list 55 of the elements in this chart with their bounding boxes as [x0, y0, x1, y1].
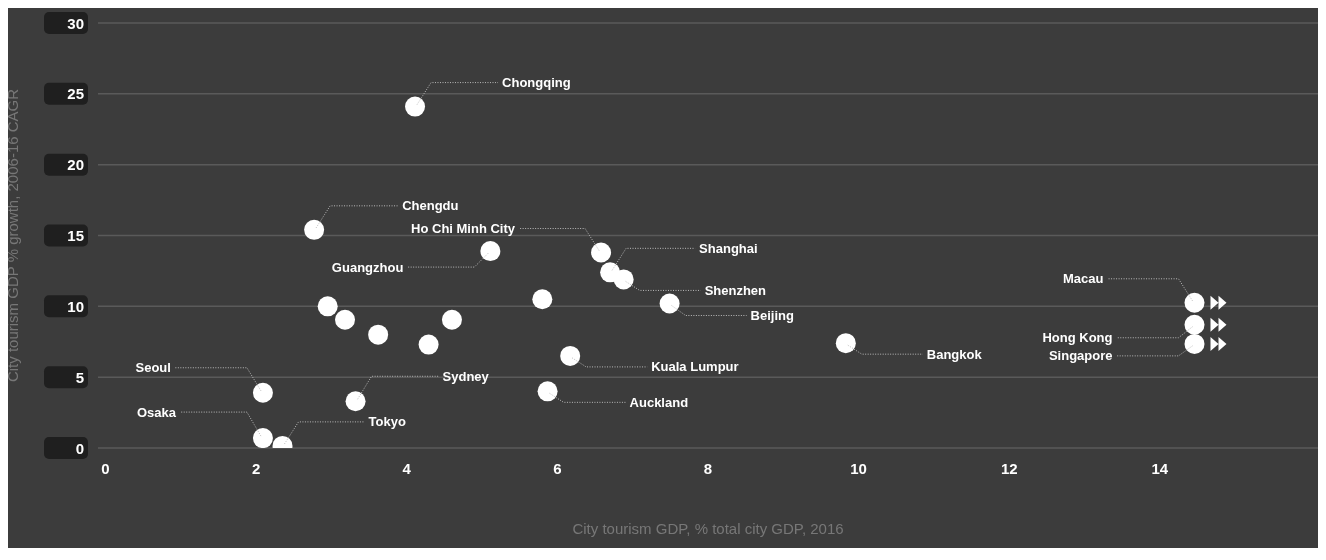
x-tick-label: 0	[101, 460, 110, 477]
annotation: Ho Chi Minh City	[411, 221, 516, 236]
y-tick-label: 0	[75, 439, 84, 457]
annotation: Macau	[1063, 271, 1104, 287]
point	[1184, 314, 1205, 335]
point	[368, 324, 389, 345]
annotation: Seoul	[135, 360, 171, 376]
annotation: Guangzhou	[331, 259, 404, 275]
x-tick-label: 12	[1000, 460, 1018, 477]
annotation: Singapore	[1048, 348, 1113, 364]
annotation: Sydney	[442, 368, 490, 384]
x-tick-label: 4	[402, 460, 412, 477]
x-axis-title: City tourism GDP, % total city GDP, 2016	[572, 520, 844, 537]
point	[252, 382, 273, 403]
annotation: Hong Kong	[1042, 330, 1113, 346]
annotation: Chengdu	[402, 198, 459, 214]
point	[418, 334, 439, 355]
y-tick-label: 20	[67, 156, 84, 174]
annotation: Kuala Lumpur	[651, 359, 739, 375]
annotation: Shanghai	[699, 240, 758, 256]
y-tick-label: 10	[67, 297, 84, 315]
point	[1184, 333, 1205, 354]
annotation: Chongqing	[502, 75, 571, 91]
point	[345, 391, 366, 412]
point	[317, 296, 338, 317]
point	[537, 381, 558, 402]
annotation: Tokyo	[368, 414, 406, 430]
point	[335, 309, 356, 330]
point	[532, 289, 553, 310]
point	[405, 96, 426, 117]
y-tick-label: 15	[67, 227, 84, 244]
annotation: Osaka	[136, 404, 177, 420]
point	[304, 219, 325, 240]
x-tick-label: 10	[850, 460, 867, 477]
y-axis-title: City tourism GDP % growth, 2006-16 CAGR	[4, 88, 22, 383]
annotation: Shenzhen	[704, 282, 767, 298]
annotation: Beijing	[750, 308, 794, 323]
x-tick-label: 6	[553, 460, 562, 477]
y-tick-label: 5	[75, 368, 84, 386]
point	[560, 345, 581, 366]
point	[835, 333, 856, 354]
point	[1184, 292, 1205, 313]
annotation: Auckland	[629, 394, 689, 410]
y-tick-label: 25	[67, 85, 84, 103]
x-tick-label: 8	[703, 460, 713, 477]
y-tick-label: 30	[67, 14, 84, 32]
point	[659, 293, 680, 314]
point	[252, 428, 273, 448]
point	[480, 241, 501, 262]
point	[441, 309, 462, 330]
x-tick-label: 2	[251, 460, 261, 477]
point	[613, 269, 634, 290]
x-tick-label: 14	[1151, 460, 1169, 477]
annotation: Bangkok	[926, 346, 983, 362]
point	[591, 242, 612, 263]
